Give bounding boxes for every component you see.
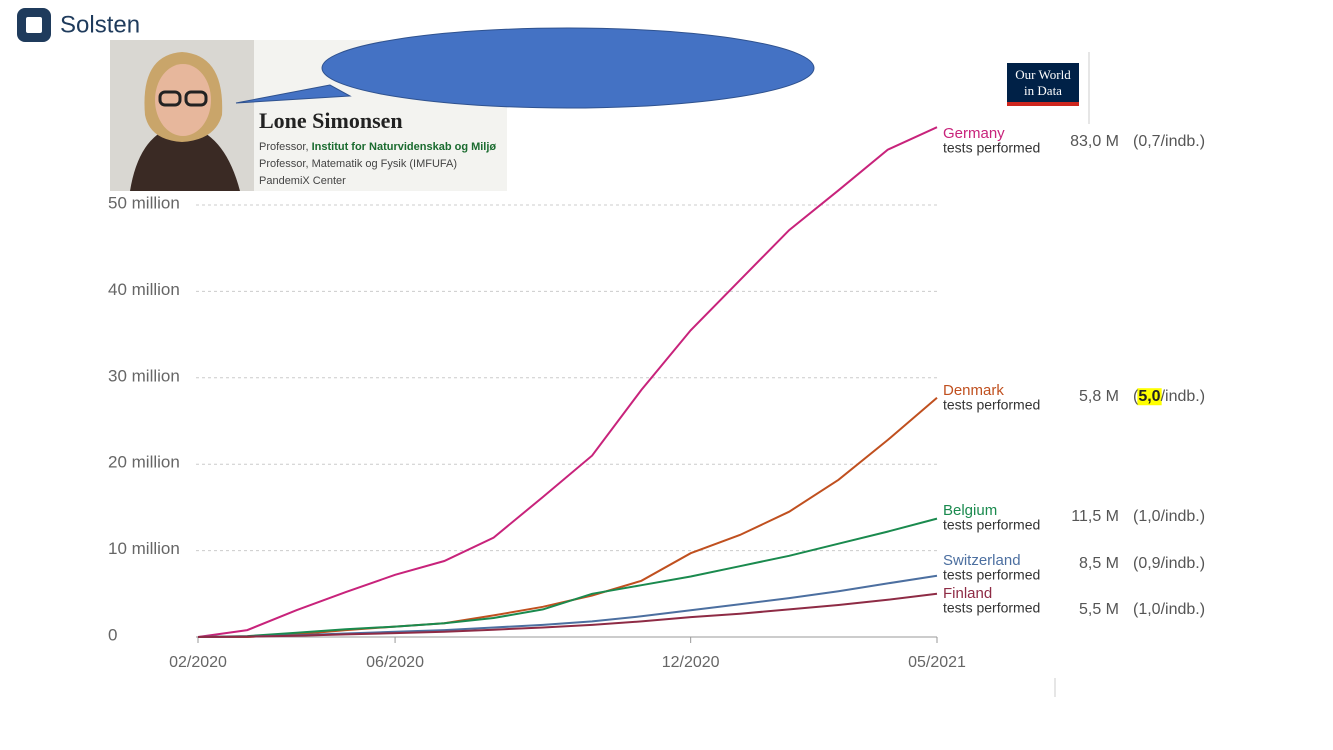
per-capita-part: ( <box>1133 508 1139 525</box>
brand-icon-inner <box>26 17 42 33</box>
series-total: 5,8 M <box>1079 388 1119 405</box>
per-capita-part: ( <box>1133 555 1139 572</box>
logo-text: Our World <box>1015 67 1071 82</box>
per-capita-part: 0,9 <box>1138 555 1160 572</box>
per-capita-part: 0,7 <box>1138 133 1160 150</box>
per-capita-part: 5,0 <box>1138 388 1160 405</box>
y-tick-label: 20 million <box>108 453 180 472</box>
series-label: Germany <box>943 125 1005 142</box>
series-per-capita: (0,7/indb.) <box>1133 133 1205 150</box>
per-capita-part: /indb.) <box>1161 508 1205 525</box>
highlight <box>1137 388 1162 406</box>
per-capita-part: 1,0 <box>1138 508 1160 525</box>
profile-name: Lone Simonsen <box>259 108 403 133</box>
series-sublabel: tests performed <box>943 567 1040 583</box>
per-capita-part: ( <box>1133 601 1139 618</box>
series-per-capita: (1,0/indb.) <box>1133 601 1205 618</box>
series-total: 11,5 M <box>1071 508 1119 525</box>
y-tick-label: 10 million <box>108 539 180 558</box>
series-per-capita: (0,9/indb.) <box>1133 555 1205 572</box>
profile-institute: Institut for Naturvidenskab og Miljø <box>312 141 497 153</box>
profile-line: Professor, Institut for Naturvidenskab o… <box>259 141 496 153</box>
series-per-capita: (5,0/indb.) <box>1133 388 1205 405</box>
series-line <box>197 592 938 638</box>
x-tick-label: 02/2020 <box>169 654 227 671</box>
y-tick-label: 0 <box>108 625 117 644</box>
logo-stripe <box>1007 102 1079 106</box>
series-per-capita: (1,0/indb.) <box>1133 508 1205 525</box>
x-tick-label: 12/2020 <box>662 654 720 671</box>
profile-line: Professor, Matematik og Fysik (IMFUFA) <box>259 158 457 170</box>
series-line <box>197 126 938 638</box>
series-sublabel: tests performed <box>943 600 1040 616</box>
photo-face <box>155 64 211 136</box>
series-label: Belgium <box>943 502 997 519</box>
series-sublabel: tests performed <box>943 397 1040 413</box>
y-tick-label: 40 million <box>108 280 180 299</box>
speech-bubble-tail <box>235 84 352 104</box>
profile-line: PandemiX Center <box>259 175 346 187</box>
series-total: 8,5 M <box>1079 555 1119 572</box>
per-capita-part: /indb.) <box>1161 601 1205 618</box>
y-tick-label: 30 million <box>108 366 180 385</box>
series-total: 5,5 M <box>1079 601 1119 618</box>
profile: Lone Simonsen Professor, Institut for Na… <box>110 40 507 191</box>
per-capita-part: /indb.) <box>1161 388 1205 405</box>
y-tick-label: 50 million <box>108 193 180 212</box>
per-capita-part: /indb.) <box>1161 555 1205 572</box>
per-capita-part: 1,0 <box>1138 601 1160 618</box>
photo-body <box>130 125 240 191</box>
speech-bubble <box>321 27 815 109</box>
series-sublabel: tests performed <box>943 517 1040 533</box>
brand: Solsten <box>17 8 140 42</box>
series-sublabel: tests performed <box>943 140 1040 156</box>
photo-glasses <box>158 90 182 107</box>
series-label: Finland <box>943 585 992 602</box>
per-capita-part: ( <box>1133 133 1139 150</box>
brand-name: Solsten <box>60 11 140 38</box>
profile-role: Professor, <box>259 141 312 153</box>
logo-box <box>1007 63 1079 105</box>
series-label: Switzerland <box>943 552 1021 569</box>
per-capita-part: /indb.) <box>1161 133 1205 150</box>
series-line <box>197 517 938 638</box>
series-total: 83,0 M <box>1070 133 1119 150</box>
photo-glasses <box>184 90 208 107</box>
owid-logo: Our World in Data <box>1007 52 1090 697</box>
series-label: Denmark <box>943 382 1004 399</box>
per-capita-part: ( <box>1133 388 1139 405</box>
logo-text: in Data <box>1024 83 1062 98</box>
x-tick-label: 06/2020 <box>366 654 424 671</box>
x-tick-label: 05/2021 <box>908 654 966 671</box>
chart: 0 10 million 20 million 30 million 40 millio… <box>108 125 1205 671</box>
